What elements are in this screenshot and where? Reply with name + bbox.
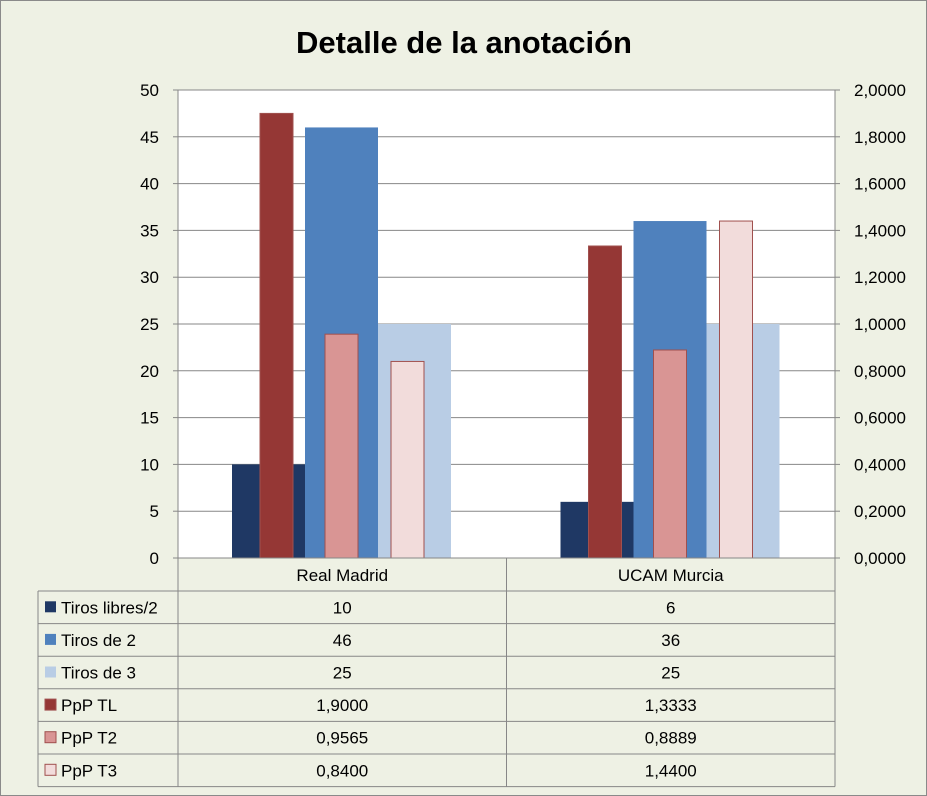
category-label: Real Madrid (296, 566, 388, 585)
left-axis-tick-label: 30 (140, 268, 159, 287)
table-value: 6 (666, 598, 675, 617)
legend-key (44, 731, 57, 744)
legend-label: PpP T2 (61, 729, 117, 748)
right-axis-tick-label: 0,8000 (854, 362, 906, 381)
table-value: 1,4400 (645, 761, 697, 780)
table-value: 25 (333, 664, 352, 683)
chart-title: Detalle de la anotación (296, 25, 632, 60)
left-axis-tick-label: 15 (140, 409, 159, 428)
left-axis-tick-label: 5 (150, 502, 159, 521)
legend-label: Tiros de 3 (61, 664, 136, 683)
legend-key (45, 633, 56, 645)
left-axis-tick-label: 50 (140, 81, 159, 100)
right-axis-tick-label: 1,4000 (854, 221, 906, 240)
right-axis-tick-label: 1,2000 (854, 268, 906, 287)
legend-label: PpP T3 (61, 761, 117, 780)
left-axis-tick-label: 10 (140, 455, 159, 474)
table-value: 0,8889 (645, 729, 697, 748)
table-value: 0,9565 (316, 729, 368, 748)
right-axis-tick-label: 2,0000 (854, 81, 906, 100)
right-axis-tick-label: 1,8000 (854, 128, 906, 147)
right-axis-tick-label: 0,6000 (854, 409, 906, 428)
left-axis-tick-label: 25 (140, 315, 159, 334)
legend-key (45, 666, 56, 678)
bar-ppp-tl-real-madrid (259, 112, 294, 559)
right-axis-tick-label: 0,0000 (854, 549, 906, 568)
right-axis-tick-label: 1,0000 (854, 315, 906, 334)
left-axis-tick-label: 0 (150, 549, 159, 568)
table-value: 1,9000 (316, 696, 368, 715)
legend-label: PpP TL (61, 696, 117, 715)
legend-key (44, 763, 57, 776)
left-axis-tick-label: 20 (140, 362, 159, 381)
legend-label: Tiros de 2 (61, 631, 136, 650)
table-value: 46 (333, 631, 352, 650)
right-axis-tick-label: 0,4000 (854, 455, 906, 474)
data-table: Real Madrid UCAM Murcia Tiros libres/2 10 6 T… (37, 557, 836, 788)
axes: 0 5 10 15 20 25 30 35 40 45 50 0,0000 0,2000 0,4000 0,… (140, 81, 906, 568)
table-value: 1,3333 (645, 696, 697, 715)
right-axis-tick-label: 1,6000 (854, 175, 906, 194)
bar-ppp-t2-ucam-murcia (653, 349, 687, 559)
table-value: 36 (661, 631, 680, 650)
secondary-bars (259, 112, 753, 559)
bar-ppp-t3-ucam-murcia (719, 220, 753, 559)
category-label: UCAM Murcia (618, 566, 724, 585)
bar-ppp-t2-real-madrid (324, 333, 359, 559)
legend-key (44, 698, 57, 711)
left-axis-tick-label: 45 (140, 128, 159, 147)
left-axis-tick-label: 35 (140, 221, 159, 240)
right-axis-tick-label: 0,2000 (854, 502, 906, 521)
table-value: 25 (661, 664, 680, 683)
table-value: 0,8400 (316, 761, 368, 780)
legend-label: Tiros libres/2 (61, 598, 158, 617)
bar-ppp-tl-ucam-murcia (588, 245, 622, 559)
table-value: 10 (333, 598, 352, 617)
legend-key (45, 601, 56, 613)
bar-ppp-t3-real-madrid (390, 360, 425, 559)
left-axis-tick-label: 40 (140, 175, 159, 194)
